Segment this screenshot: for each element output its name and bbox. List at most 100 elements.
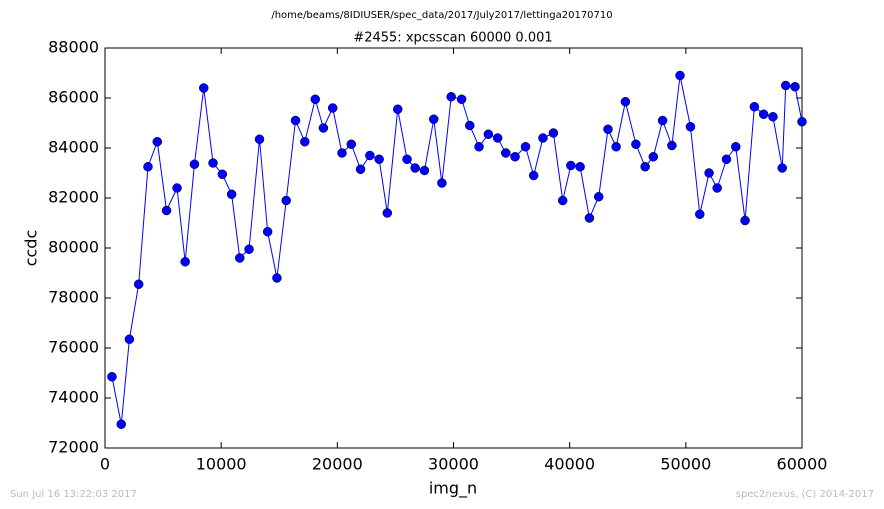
data-point [290,115,301,126]
data-point [631,139,641,149]
data-point [520,142,531,152]
x-tick-label: 0 [100,455,110,474]
data-point [538,133,548,143]
x-tick-label: 20000 [312,455,363,474]
data-point [437,178,447,188]
data-point [758,109,769,119]
data-point [483,129,494,139]
x-tick-label: 30000 [428,455,479,474]
y-tick-label: 74000 [48,388,99,407]
data-point [152,137,163,147]
data-point [281,195,291,206]
data-point [712,183,722,193]
data-point [172,183,182,193]
data-point [327,103,338,113]
data-point [584,213,595,223]
data-point [143,162,153,172]
data-point [780,80,791,91]
footer-left: Sun Jul 16 13:22:03 2017 [10,489,137,500]
x-tick-label: 40000 [544,455,595,474]
x-axis-label: img_n [429,479,477,499]
data-point [310,94,321,104]
x-tick-label: 50000 [660,455,711,474]
data-point [262,227,273,237]
data-point [465,120,475,131]
plot-frame [104,47,803,449]
data-point [300,137,310,147]
data-point [575,162,585,172]
data-point [492,133,503,143]
data-point [382,208,393,218]
data-point [740,215,750,226]
data-point [749,102,760,112]
data-point [235,253,245,263]
data-point [392,104,403,114]
data-point [355,164,366,174]
data-point [272,273,282,283]
data-point [648,152,659,162]
y-tick-label: 78000 [48,288,99,307]
data-point [254,134,265,144]
data-point [161,205,172,216]
y-axis-label: ccdc [22,230,41,267]
y-tick-label: 84000 [48,138,99,157]
data-point [374,154,384,164]
data-point [429,114,439,124]
data-point [365,150,375,161]
data-point [180,257,190,267]
data-point [116,419,127,429]
data-point [557,195,568,206]
data-point [410,163,420,173]
data-point [456,94,467,104]
data-point [721,154,732,164]
data-point [446,92,456,102]
data-point [603,124,613,134]
data-point [768,112,778,122]
data-point [208,158,218,168]
data-point [611,142,621,152]
chart-suptitle: /home/beams/8IDIUSER/spec_data/2017/July… [271,10,612,21]
data-point [777,163,788,173]
data-point [593,192,604,202]
data-point [244,244,254,254]
data-point [790,82,800,92]
data-point [337,148,347,158]
data-point [419,165,430,176]
data-point [704,168,714,178]
data-point [474,142,484,152]
data-point [124,334,135,344]
y-tick-label: 82000 [48,188,99,207]
data-point [501,148,511,158]
x-tick-label: 10000 [196,455,247,474]
data-point [695,209,705,219]
data-point [189,159,200,169]
data-point [657,115,668,126]
data-point [318,123,329,133]
data-line [111,75,803,425]
y-tick-label: 88000 [48,38,99,57]
data-point [548,128,559,138]
data-point [402,154,412,164]
y-tick-label: 86000 [48,88,99,107]
data-point [346,139,357,149]
y-tick-label: 76000 [48,338,99,357]
data-point [620,97,631,107]
data-point [217,169,228,179]
data-point [731,142,741,152]
footer-right: spec2nexus, (C) 2014-2017 [736,489,874,500]
data-point [198,83,209,93]
y-tick-label: 80000 [48,238,99,257]
y-tick-label: 72000 [48,438,99,457]
data-point [640,162,650,172]
x-tick-label: 60000 [777,455,828,474]
data-point [667,140,677,151]
chart-title: #2455: xpcsscan 60000 0.001 [353,31,552,46]
data-point [685,122,696,132]
data-point [566,160,576,171]
data-point [675,70,685,81]
data-point [510,152,520,162]
data-point [226,189,237,199]
data-point [528,170,539,181]
